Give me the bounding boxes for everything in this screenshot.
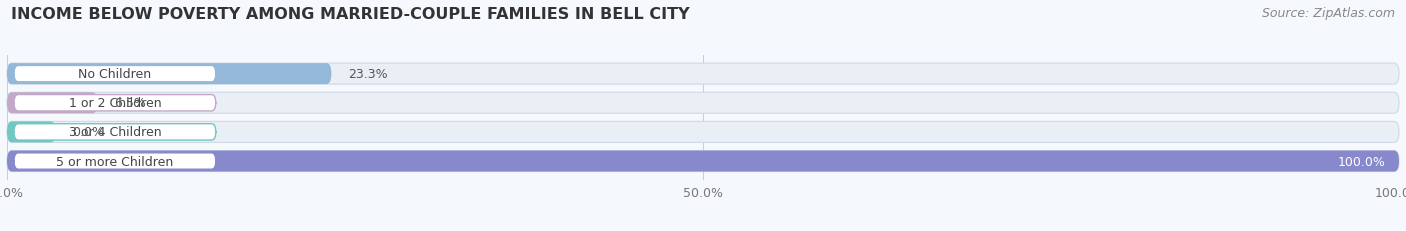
FancyBboxPatch shape: [7, 93, 1399, 114]
Text: INCOME BELOW POVERTY AMONG MARRIED-COUPLE FAMILIES IN BELL CITY: INCOME BELOW POVERTY AMONG MARRIED-COUPL…: [11, 7, 690, 22]
FancyBboxPatch shape: [7, 122, 56, 143]
Text: 100.0%: 100.0%: [1337, 155, 1385, 168]
FancyBboxPatch shape: [14, 153, 217, 170]
Text: 1 or 2 Children: 1 or 2 Children: [69, 97, 162, 110]
FancyBboxPatch shape: [7, 151, 1399, 172]
FancyBboxPatch shape: [14, 66, 217, 82]
FancyBboxPatch shape: [7, 122, 1399, 143]
FancyBboxPatch shape: [14, 95, 217, 111]
FancyBboxPatch shape: [7, 93, 97, 114]
FancyBboxPatch shape: [7, 64, 1399, 85]
Text: 23.3%: 23.3%: [349, 68, 388, 81]
Text: 0.0%: 0.0%: [73, 126, 104, 139]
Text: Source: ZipAtlas.com: Source: ZipAtlas.com: [1261, 7, 1395, 20]
FancyBboxPatch shape: [7, 64, 332, 85]
Text: No Children: No Children: [79, 68, 152, 81]
FancyBboxPatch shape: [14, 124, 217, 140]
Text: 5 or more Children: 5 or more Children: [56, 155, 173, 168]
FancyBboxPatch shape: [7, 151, 1399, 172]
Text: 3 or 4 Children: 3 or 4 Children: [69, 126, 162, 139]
Text: 6.5%: 6.5%: [114, 97, 146, 110]
